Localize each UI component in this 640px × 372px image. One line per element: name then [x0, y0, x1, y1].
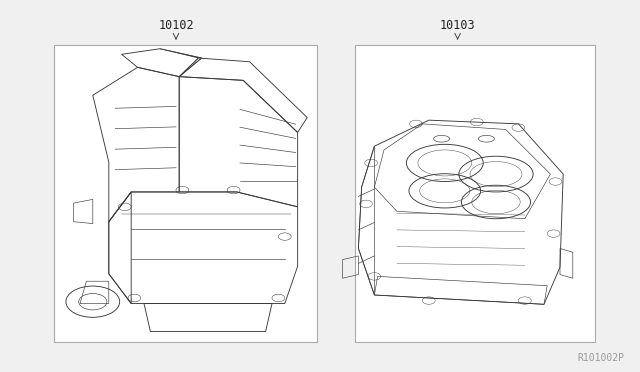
- Text: 10103: 10103: [440, 19, 476, 32]
- Bar: [355, 45, 595, 342]
- Text: 10102: 10102: [158, 19, 194, 32]
- Bar: [54, 45, 317, 342]
- Text: R101002P: R101002P: [577, 353, 624, 363]
